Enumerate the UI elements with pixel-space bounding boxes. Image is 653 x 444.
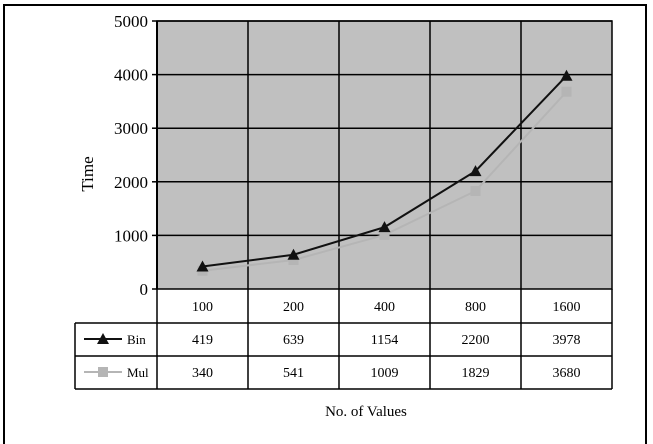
table-cell: 3978 — [553, 333, 581, 348]
table-cell: 639 — [283, 333, 304, 348]
legend-marker — [98, 367, 108, 377]
y-tick-label: 4000 — [114, 66, 148, 85]
table-cell: 2200 — [462, 333, 490, 348]
plot-area — [156, 20, 613, 290]
table-cell: 419 — [192, 333, 213, 348]
table-cell: 3680 — [553, 366, 581, 381]
table-cell: 1829 — [462, 366, 490, 381]
x-tick-label: 800 — [465, 300, 486, 315]
legend-label: Mul — [127, 365, 149, 380]
data-table: 100 200 400 800 1600 Bin 419 639 1154 2200 3978 Mul… — [74, 289, 613, 390]
chart-frame — [3, 4, 647, 444]
y-tick-label: 3000 — [114, 119, 148, 138]
data-point — [287, 248, 300, 260]
line-chart: 0 1000 2000 3000 4000 5000 100 200 400 800 1600 Bi… — [74, 12, 613, 420]
plot-background — [156, 20, 613, 290]
series-layer — [196, 69, 573, 276]
x-tick-label: 1600 — [553, 300, 581, 315]
x-tick-label: 200 — [283, 300, 304, 315]
data-point — [561, 86, 572, 97]
x-tick-label: 400 — [374, 300, 395, 315]
data-point — [288, 255, 299, 266]
y-tick-label: 0 — [140, 280, 149, 299]
y-tick-label: 5000 — [114, 12, 148, 31]
x-tick-label: 100 — [192, 300, 213, 315]
data-point — [560, 69, 573, 81]
data-point — [378, 221, 391, 233]
x-axis-label: No. of Values — [325, 404, 407, 420]
y-axis-label: Time — [78, 156, 97, 191]
y-tick-label: 1000 — [114, 226, 148, 245]
table-cell: 1009 — [371, 366, 399, 381]
data-point — [196, 260, 209, 272]
legend-label: Bin — [127, 332, 146, 347]
data-point — [469, 165, 482, 177]
table-cell: 1154 — [371, 333, 398, 348]
data-point — [470, 185, 481, 196]
legend-marker — [97, 333, 109, 344]
data-point — [379, 229, 390, 240]
table-cell: 340 — [192, 366, 213, 381]
y-axis: 0 1000 2000 3000 4000 5000 — [114, 12, 158, 299]
y-tick-label: 2000 — [114, 173, 148, 192]
table-cell: 541 — [283, 366, 304, 381]
